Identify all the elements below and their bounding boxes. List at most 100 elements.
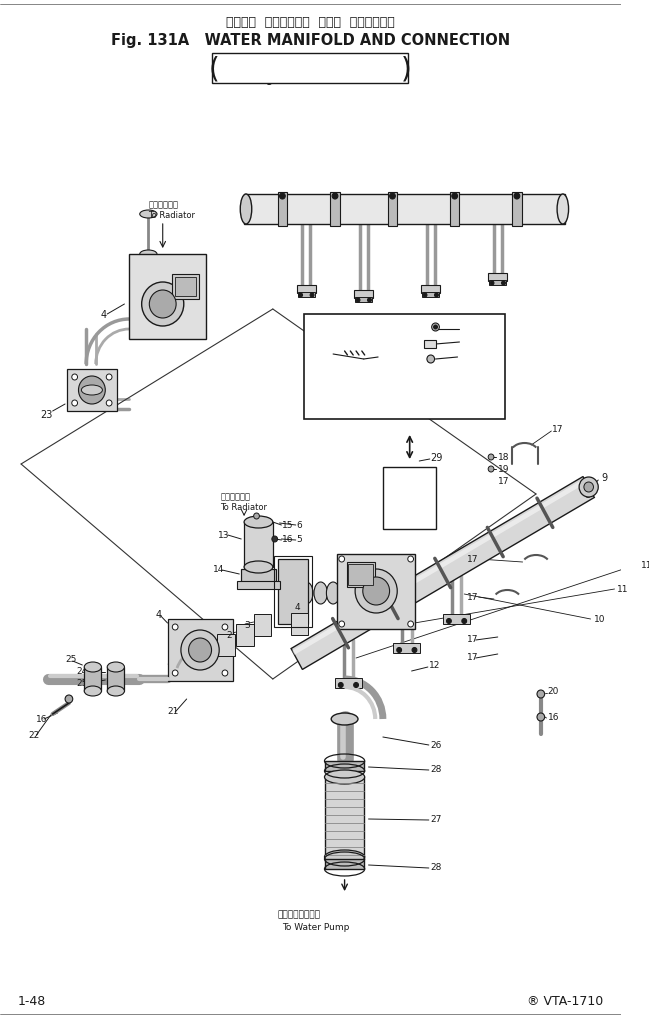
Circle shape [338, 683, 343, 688]
Bar [335, 679, 362, 688]
Text: 4: 4 [101, 310, 106, 320]
Bar [422, 292, 439, 298]
Text: 12: 12 [429, 660, 440, 668]
Circle shape [408, 622, 413, 628]
Bar [217, 635, 234, 656]
Text: 23: 23 [40, 410, 53, 420]
Text: 26: 26 [431, 740, 442, 749]
Ellipse shape [244, 561, 273, 574]
Text: 18: 18 [498, 453, 509, 462]
Bar [512, 193, 522, 227]
Circle shape [65, 695, 73, 703]
Ellipse shape [300, 583, 313, 604]
Circle shape [537, 713, 545, 721]
Text: 9: 9 [601, 473, 607, 483]
Ellipse shape [107, 662, 125, 673]
Circle shape [434, 326, 437, 330]
Text: 適用号機: 適用号機 [297, 57, 323, 67]
Text: 4: 4 [295, 603, 300, 611]
Text: 24: 24 [77, 666, 88, 676]
Bar [84, 667, 101, 691]
Ellipse shape [140, 251, 157, 259]
Circle shape [462, 619, 467, 624]
Bar [212, 54, 408, 84]
Text: ウォータ  マニホールド  および  コネクション: ウォータ マニホールド および コネクション [226, 15, 395, 29]
Text: 20: 20 [548, 687, 559, 696]
Circle shape [488, 467, 494, 473]
Text: 27: 27 [431, 815, 442, 823]
Circle shape [79, 377, 105, 405]
Ellipse shape [326, 583, 340, 604]
Bar [424, 340, 435, 348]
Ellipse shape [84, 662, 101, 673]
Ellipse shape [240, 195, 252, 225]
Text: 28: 28 [431, 764, 442, 773]
Bar [488, 274, 508, 281]
Text: 25: 25 [65, 655, 77, 663]
Bar [355, 298, 373, 303]
Circle shape [389, 194, 395, 200]
Bar [175, 278, 196, 297]
Circle shape [447, 619, 451, 624]
Text: ラジエータへ: ラジエータへ [220, 492, 250, 501]
Ellipse shape [84, 687, 101, 696]
Polygon shape [291, 477, 594, 669]
Text: 29: 29 [431, 452, 443, 463]
Circle shape [280, 194, 286, 200]
Bar [129, 255, 206, 339]
Bar [291, 613, 308, 636]
Bar [330, 193, 340, 227]
Ellipse shape [314, 583, 327, 604]
Text: 7: 7 [406, 505, 417, 520]
Text: 16: 16 [36, 714, 48, 723]
Text: Engine No. 535024–: Engine No. 535024– [251, 71, 369, 85]
Text: 4: 4 [155, 609, 161, 620]
Bar [241, 570, 276, 585]
Text: (: ( [209, 55, 219, 83]
Text: 17: 17 [467, 635, 478, 644]
Circle shape [299, 293, 302, 298]
Text: 28: 28 [431, 863, 442, 871]
Bar [354, 290, 373, 299]
Text: 17: 17 [467, 593, 478, 602]
Text: For Shipping: For Shipping [385, 486, 433, 495]
Text: 14: 14 [212, 565, 224, 574]
Bar [347, 562, 375, 587]
Text: 3: 3 [244, 620, 250, 629]
Ellipse shape [324, 770, 365, 785]
Bar [244, 195, 565, 225]
Text: 19: 19 [498, 465, 509, 474]
Bar [278, 559, 308, 625]
Text: 8: 8 [584, 489, 590, 499]
Text: ウォータポンプから: ウォータポンプから [312, 393, 360, 403]
Bar [325, 777, 363, 857]
Circle shape [332, 194, 338, 200]
Bar [172, 275, 199, 300]
Text: 31: 31 [311, 354, 323, 362]
Circle shape [72, 400, 77, 407]
Circle shape [579, 478, 598, 497]
Circle shape [488, 454, 494, 461]
Text: ® VTA-1710: ® VTA-1710 [527, 995, 603, 1008]
Circle shape [339, 556, 345, 562]
Circle shape [222, 625, 228, 631]
Text: 32: 32 [460, 354, 472, 362]
Circle shape [427, 356, 435, 364]
Text: 13: 13 [218, 530, 230, 539]
Text: 21: 21 [167, 707, 179, 715]
Text: 11: 11 [617, 585, 629, 594]
Bar [254, 614, 271, 637]
Text: 15: 15 [282, 520, 294, 529]
Bar [278, 193, 287, 227]
Text: 17: 17 [467, 653, 478, 662]
Circle shape [408, 556, 413, 562]
Circle shape [106, 375, 112, 381]
Bar [393, 643, 420, 653]
Bar [325, 859, 363, 869]
Text: 25: 25 [77, 679, 88, 688]
Circle shape [181, 631, 219, 671]
Text: 17: 17 [467, 555, 478, 564]
Circle shape [172, 625, 178, 631]
Text: 30: 30 [462, 338, 474, 347]
Circle shape [356, 299, 360, 303]
